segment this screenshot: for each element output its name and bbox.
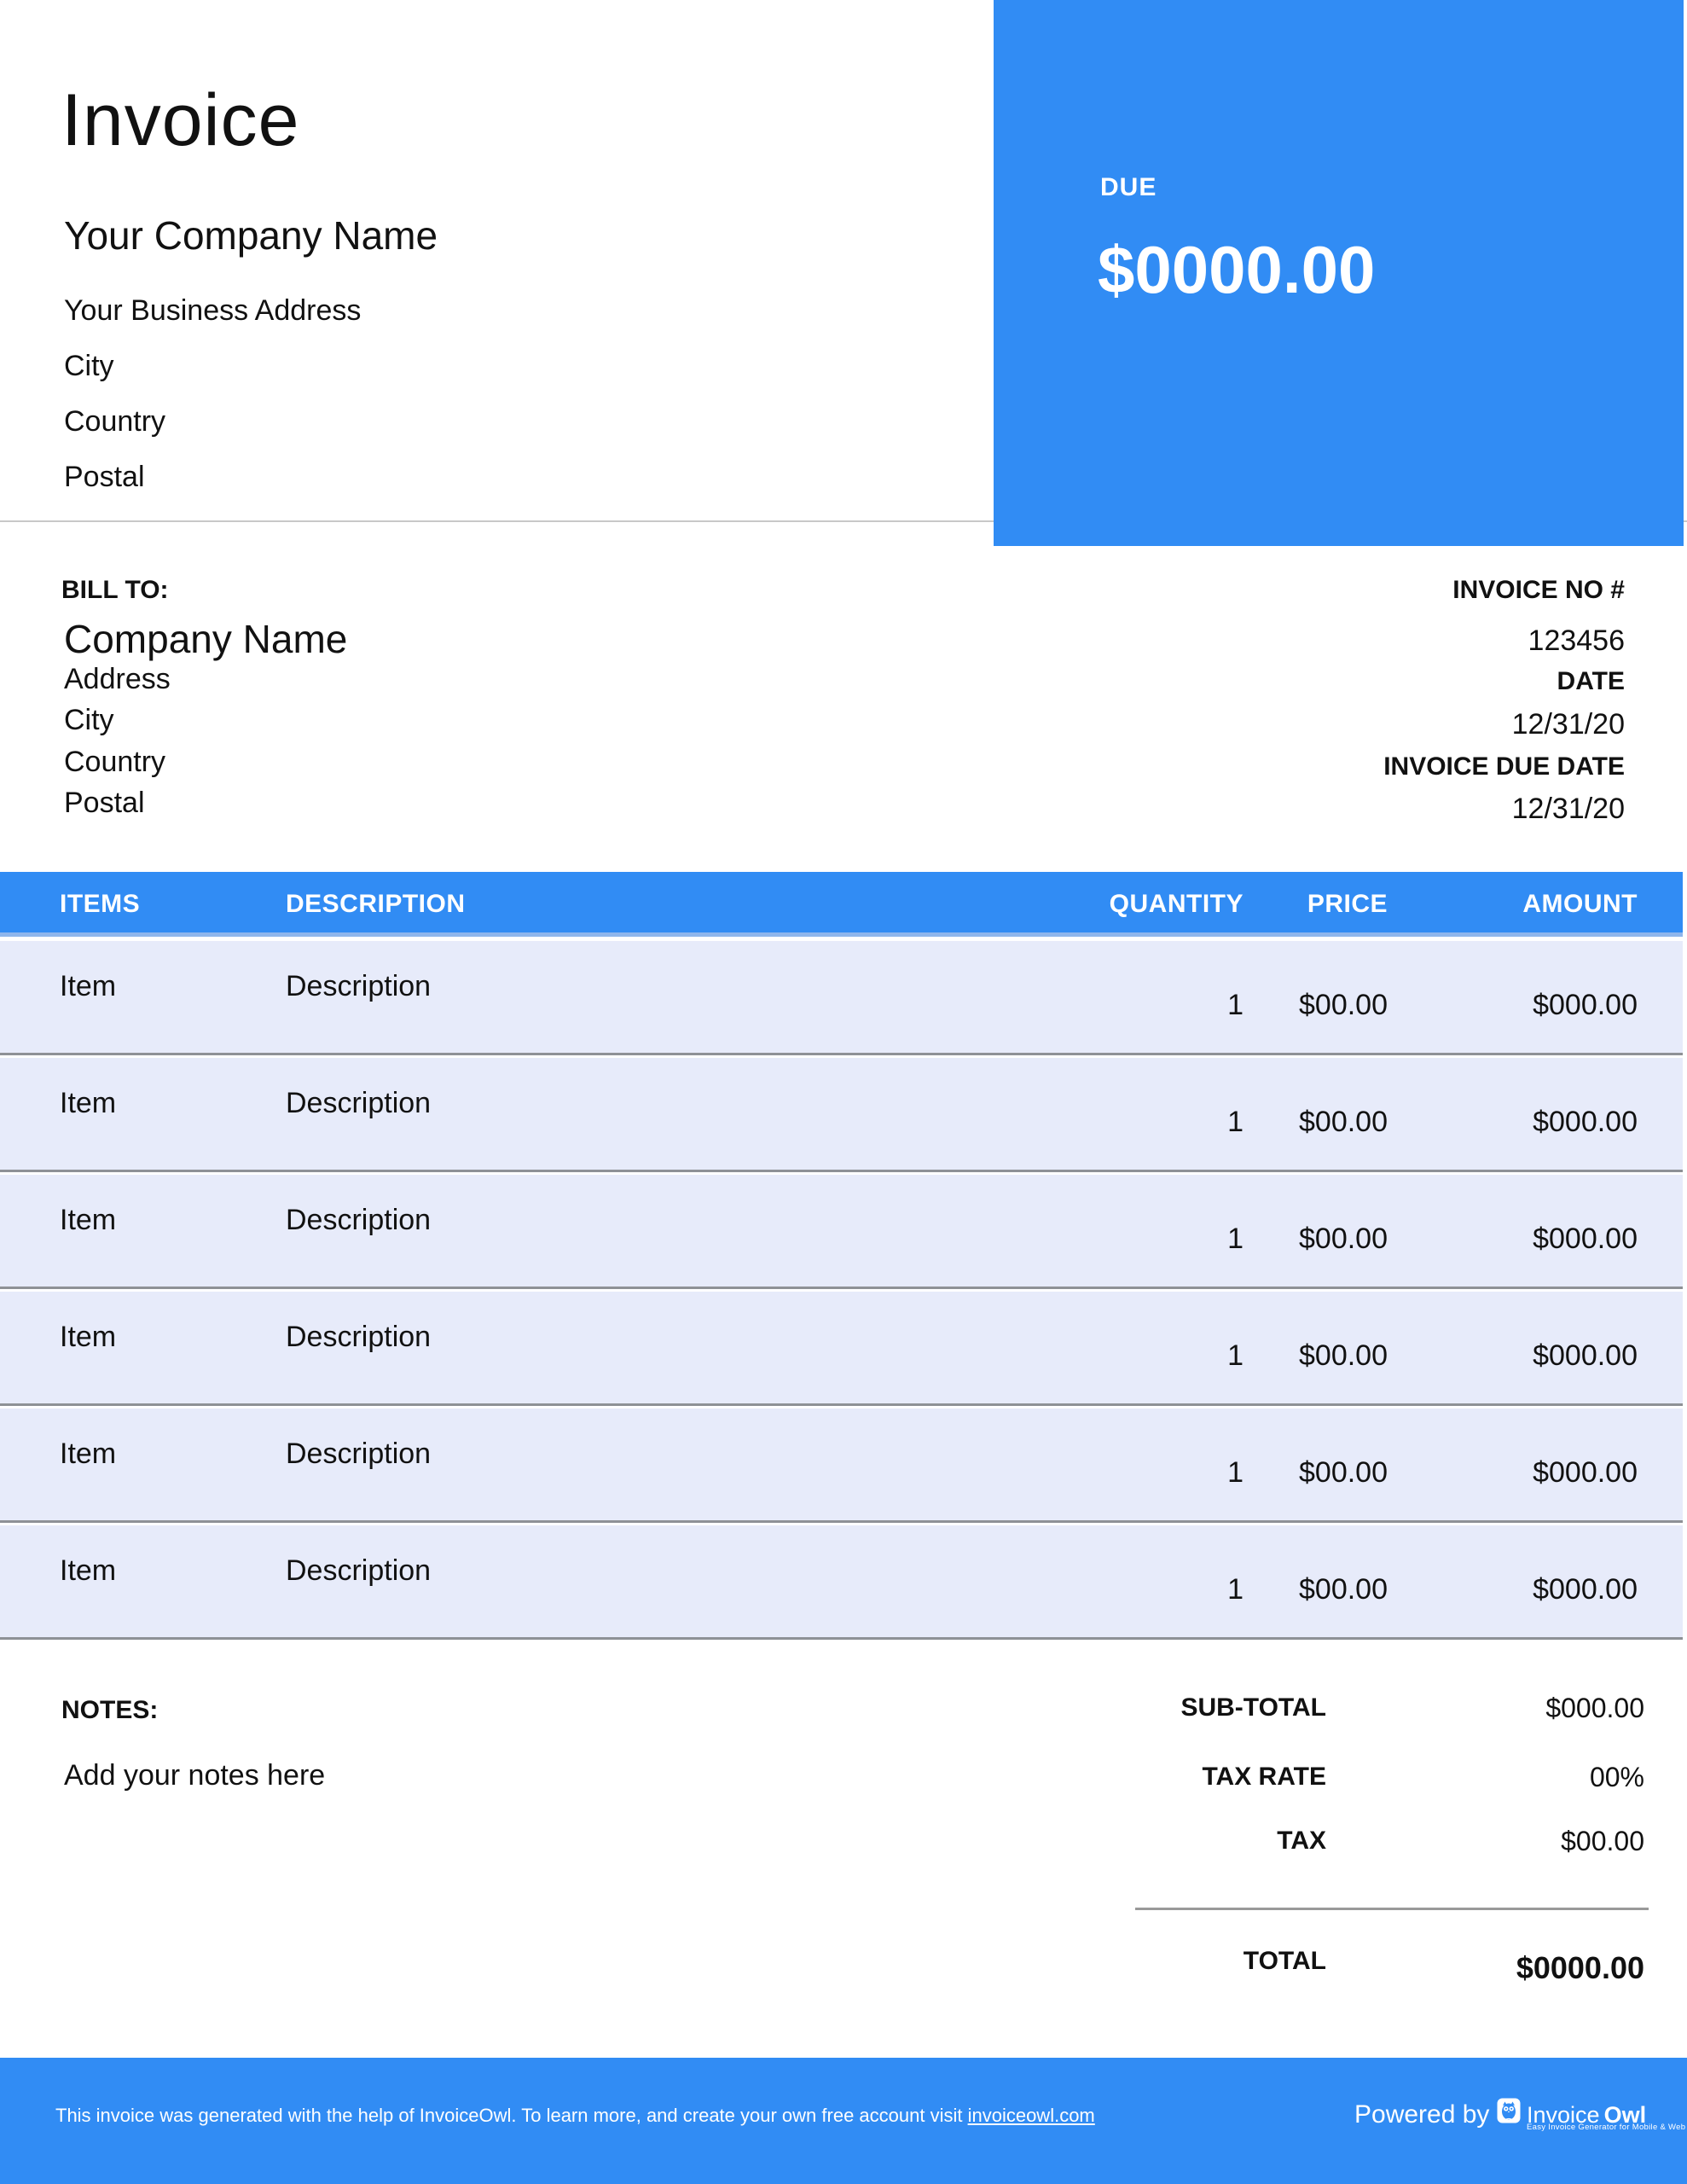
table-row: Item Description 1 $00.00 $000.00: [0, 1409, 1683, 1523]
row-description: Description: [286, 1087, 432, 1119]
row-price: $00.00: [1299, 1456, 1388, 1489]
col-header-price: PRICE: [1307, 890, 1388, 918]
row-item: Item: [60, 1321, 117, 1353]
footer-bar: [0, 2058, 1687, 2184]
brand-name-bold: Owl: [1603, 2102, 1647, 2128]
row-price: $00.00: [1299, 1223, 1388, 1255]
total-label: TOTAL: [1243, 1947, 1326, 1975]
due-amount-panel: DUE $0000.00: [994, 0, 1684, 546]
header-divider: [0, 520, 1687, 522]
seller-address: Your Business Address: [64, 294, 362, 327]
col-header-quantity: QUANTITY: [1109, 890, 1244, 918]
invoiceowl-tagline: Easy Invoice Generator for Mobile & Web: [1527, 2123, 1686, 2132]
footer-message: This invoice was generated with the help…: [55, 2105, 1095, 2127]
row-item: Item: [60, 1554, 117, 1587]
row-price: $00.00: [1299, 1339, 1388, 1372]
footer-message-text: This invoice was generated with the help…: [55, 2105, 968, 2126]
subtotal-value: $000.00: [1545, 1693, 1644, 1723]
items-table-header: ITEMS DESCRIPTION QUANTITY PRICE AMOUNT: [0, 872, 1683, 937]
row-amount: $000.00: [1533, 1223, 1638, 1255]
row-description: Description: [286, 1438, 432, 1470]
brand-name-regular: Invoice: [1527, 2102, 1600, 2128]
page-title: Invoice: [61, 79, 300, 161]
row-quantity: 1: [1227, 1339, 1244, 1372]
row-amount: $000.00: [1533, 1456, 1638, 1489]
row-item: Item: [60, 970, 117, 1002]
row-item: Item: [60, 1438, 117, 1470]
table-row: Item Description 1 $00.00 $000.00: [0, 1525, 1683, 1640]
col-header-description: DESCRIPTION: [286, 890, 466, 918]
bill-to-company-name: Company Name: [64, 617, 348, 661]
table-row: Item Description 1 $00.00 $000.00: [0, 1058, 1683, 1172]
table-row: Item Description 1 $00.00 $000.00: [0, 1175, 1683, 1289]
row-price: $00.00: [1299, 989, 1388, 1021]
invoice-date-value: 12/31/20: [1511, 708, 1625, 741]
seller-city: City: [64, 350, 114, 382]
invoice-no-value: 123456: [1528, 624, 1625, 657]
powered-by-label: Powered by: [1354, 2100, 1490, 2129]
invoiceowl-link[interactable]: invoiceowl.com: [967, 2105, 1095, 2126]
notes-label: NOTES:: [61, 1696, 159, 1724]
bill-to-address: Address: [64, 663, 171, 695]
notes-text: Add your notes here: [64, 1759, 326, 1792]
col-header-items: ITEMS: [60, 890, 141, 918]
tax-rate-label: TAX RATE: [1202, 1763, 1326, 1791]
row-quantity: 1: [1227, 989, 1244, 1021]
row-description: Description: [286, 970, 432, 1002]
tax-rate-value: 00%: [1589, 1762, 1644, 1792]
bill-to-country: Country: [64, 746, 166, 778]
table-row: Item Description 1 $00.00 $000.00: [0, 941, 1683, 1055]
seller-postal: Postal: [64, 461, 145, 493]
row-price: $00.00: [1299, 1106, 1388, 1138]
tax-label: TAX: [1277, 1827, 1326, 1855]
row-quantity: 1: [1227, 1106, 1244, 1138]
totals-divider: [1135, 1908, 1649, 1910]
tax-value: $00.00: [1561, 1826, 1644, 1856]
invoice-no-label: INVOICE NO #: [1452, 576, 1625, 604]
bill-to-city: City: [64, 704, 114, 736]
row-description: Description: [286, 1204, 432, 1236]
row-amount: $000.00: [1533, 1573, 1638, 1606]
row-description: Description: [286, 1321, 432, 1353]
due-amount: $0000.00: [1098, 232, 1376, 307]
row-quantity: 1: [1227, 1456, 1244, 1489]
row-quantity: 1: [1227, 1573, 1244, 1606]
total-value: $0000.00: [1516, 1950, 1644, 1985]
invoice-due-date-label: INVOICE DUE DATE: [1383, 752, 1625, 781]
bill-to-label: BILL TO:: [61, 576, 169, 604]
invoice-date-label: DATE: [1557, 667, 1625, 695]
seller-company-name: Your Company Name: [64, 213, 438, 258]
row-amount: $000.00: [1533, 1339, 1638, 1372]
row-amount: $000.00: [1533, 1106, 1638, 1138]
invoiceowl-brand-name[interactable]: Invoice Owl: [1527, 2102, 1646, 2129]
invoiceowl-logo-icon[interactable]: [1497, 2098, 1521, 2128]
due-label: DUE: [1100, 173, 1157, 201]
row-quantity: 1: [1227, 1223, 1244, 1255]
subtotal-label: SUB-TOTAL: [1180, 1693, 1326, 1722]
row-amount: $000.00: [1533, 989, 1638, 1021]
row-price: $00.00: [1299, 1573, 1388, 1606]
seller-country: Country: [64, 405, 166, 438]
col-header-amount: AMOUNT: [1522, 890, 1638, 918]
row-item: Item: [60, 1204, 117, 1236]
bill-to-postal: Postal: [64, 787, 145, 819]
table-row: Item Description 1 $00.00 $000.00: [0, 1292, 1683, 1406]
invoice-due-date-value: 12/31/20: [1511, 793, 1625, 825]
row-item: Item: [60, 1087, 117, 1119]
row-description: Description: [286, 1554, 432, 1587]
